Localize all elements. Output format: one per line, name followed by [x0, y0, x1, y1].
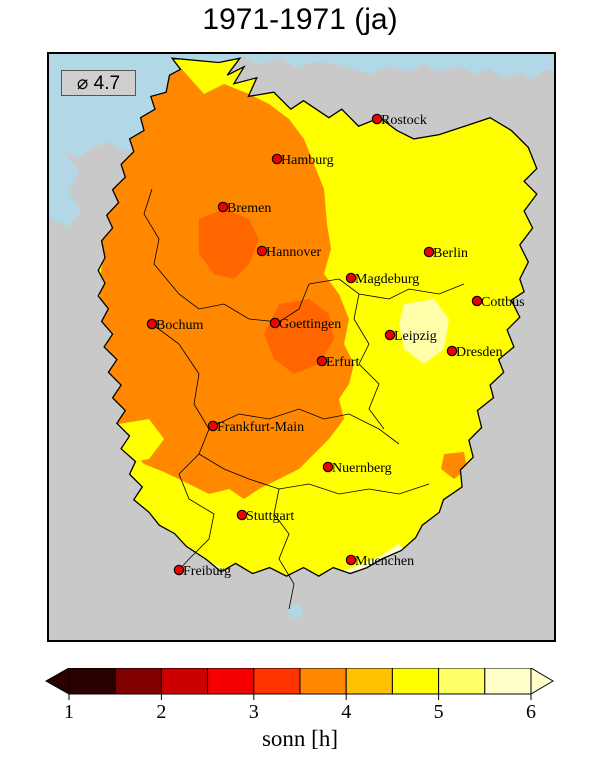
svg-text:Berlin: Berlin — [433, 246, 468, 261]
svg-text:Stuttgart: Stuttgart — [246, 509, 294, 524]
svg-text:Frankfurt-Main: Frankfurt-Main — [217, 420, 304, 435]
svg-text:5: 5 — [434, 701, 444, 723]
svg-text:4: 4 — [341, 701, 351, 723]
svg-text:Hannover: Hannover — [266, 245, 322, 260]
svg-text:Erfurt: Erfurt — [326, 355, 360, 370]
svg-text:Dresden: Dresden — [456, 345, 503, 360]
svg-text:Hamburg: Hamburg — [281, 153, 334, 168]
svg-text:Cottbus: Cottbus — [481, 295, 525, 310]
svg-text:1: 1 — [64, 701, 74, 723]
svg-text:Magdeburg: Magdeburg — [355, 272, 419, 287]
svg-text:Bochum: Bochum — [156, 318, 204, 333]
svg-text:Rostock: Rostock — [381, 113, 427, 128]
svg-text:Freiburg: Freiburg — [183, 564, 231, 579]
svg-text:6: 6 — [526, 701, 536, 723]
svg-text:3: 3 — [249, 701, 259, 723]
svg-text:Muenchen: Muenchen — [355, 554, 414, 569]
svg-text:Nuernberg: Nuernberg — [332, 461, 392, 476]
svg-text:2: 2 — [156, 701, 166, 723]
svg-text:Leipzig: Leipzig — [394, 329, 437, 344]
svg-text:Bremen: Bremen — [227, 201, 271, 216]
svg-text:Goettingen: Goettingen — [279, 317, 341, 332]
